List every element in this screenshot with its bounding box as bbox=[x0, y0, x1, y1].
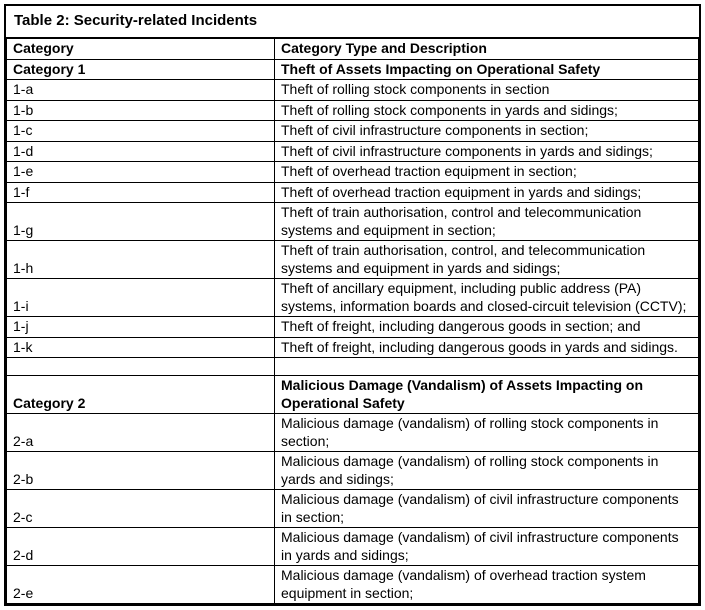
table-row: 1-iTheft of ancillary equipment, includi… bbox=[7, 279, 699, 317]
row-desc: Theft of civil infrastructure components… bbox=[275, 141, 699, 162]
table-row: 1-hTheft of train authorisation, control… bbox=[7, 241, 699, 279]
row-desc: Theft of overhead traction equipment in … bbox=[275, 162, 699, 183]
spacer-row bbox=[7, 358, 699, 376]
row-code: 1-h bbox=[7, 241, 275, 279]
category-2-header: Category 2 Malicious Damage (Vandalism) … bbox=[7, 376, 699, 414]
row-code: 1-d bbox=[7, 141, 275, 162]
row-code: 1-b bbox=[7, 100, 275, 121]
incidents-table: Category Category Type and Description C… bbox=[6, 38, 699, 604]
table-row: 2-cMalicious damage (vandalism) of civil… bbox=[7, 490, 699, 528]
table-row: 1-gTheft of train authorisation, control… bbox=[7, 203, 699, 241]
row-desc: Theft of civil infrastructure components… bbox=[275, 121, 699, 142]
table-row: 1-bTheft of rolling stock components in … bbox=[7, 100, 699, 121]
row-desc: Theft of ancillary equipment, including … bbox=[275, 279, 699, 317]
table-row: 1-dTheft of civil infrastructure compone… bbox=[7, 141, 699, 162]
row-desc: Malicious damage (vandalism) of rolling … bbox=[275, 414, 699, 452]
table-row: 1-kTheft of freight, including dangerous… bbox=[7, 337, 699, 358]
table-row: 2-bMalicious damage (vandalism) of rolli… bbox=[7, 452, 699, 490]
row-code: 2-c bbox=[7, 490, 275, 528]
category-1-label: Category 1 bbox=[7, 59, 275, 80]
category-1-header: Category 1 Theft of Assets Impacting on … bbox=[7, 59, 699, 80]
row-code: 1-a bbox=[7, 80, 275, 101]
row-desc: Malicious damage (vandalism) of civil in… bbox=[275, 528, 699, 566]
table-header-row: Category Category Type and Description bbox=[7, 39, 699, 60]
table-row: 1-eTheft of overhead traction equipment … bbox=[7, 162, 699, 183]
table-row: 1-jTheft of freight, including dangerous… bbox=[7, 317, 699, 338]
table-row: 1-fTheft of overhead traction equipment … bbox=[7, 182, 699, 203]
row-desc: Theft of freight, including dangerous go… bbox=[275, 337, 699, 358]
row-desc: Malicious damage (vandalism) of rolling … bbox=[275, 452, 699, 490]
row-code: 1-f bbox=[7, 182, 275, 203]
row-code: 1-j bbox=[7, 317, 275, 338]
row-desc: Theft of train authorisation, control, a… bbox=[275, 241, 699, 279]
table-row: 2-aMalicious damage (vandalism) of rolli… bbox=[7, 414, 699, 452]
table-container: Table 2: Security-related Incidents Cate… bbox=[4, 4, 701, 606]
table-row: 1-cTheft of civil infrastructure compone… bbox=[7, 121, 699, 142]
category-2-label: Category 2 bbox=[7, 376, 275, 414]
row-code: 2-b bbox=[7, 452, 275, 490]
row-desc: Malicious damage (vandalism) of overhead… bbox=[275, 566, 699, 604]
row-code: 2-d bbox=[7, 528, 275, 566]
empty-cell bbox=[7, 358, 275, 376]
row-code: 1-i bbox=[7, 279, 275, 317]
row-desc: Theft of rolling stock components in sec… bbox=[275, 80, 699, 101]
header-description: Category Type and Description bbox=[275, 39, 699, 60]
row-desc: Theft of freight, including dangerous go… bbox=[275, 317, 699, 338]
row-desc: Malicious damage (vandalism) of civil in… bbox=[275, 490, 699, 528]
row-code: 1-e bbox=[7, 162, 275, 183]
category-2-desc: Malicious Damage (Vandalism) of Assets I… bbox=[275, 376, 699, 414]
table-row: 2-dMalicious damage (vandalism) of civil… bbox=[7, 528, 699, 566]
row-code: 2-a bbox=[7, 414, 275, 452]
table-title: Table 2: Security-related Incidents bbox=[6, 6, 699, 38]
row-code: 1-g bbox=[7, 203, 275, 241]
header-category: Category bbox=[7, 39, 275, 60]
row-code: 1-k bbox=[7, 337, 275, 358]
table-row: 1-aTheft of rolling stock components in … bbox=[7, 80, 699, 101]
row-desc: Theft of overhead traction equipment in … bbox=[275, 182, 699, 203]
row-desc: Theft of train authorisation, control an… bbox=[275, 203, 699, 241]
table-row: 2-eMalicious damage (vandalism) of overh… bbox=[7, 566, 699, 604]
row-desc: Theft of rolling stock components in yar… bbox=[275, 100, 699, 121]
empty-cell bbox=[275, 358, 699, 376]
category-1-desc: Theft of Assets Impacting on Operational… bbox=[275, 59, 699, 80]
row-code: 1-c bbox=[7, 121, 275, 142]
row-code: 2-e bbox=[7, 566, 275, 604]
